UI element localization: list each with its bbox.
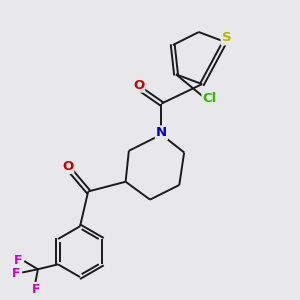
- Text: F: F: [12, 267, 21, 280]
- Text: Cl: Cl: [202, 92, 217, 105]
- Text: F: F: [32, 283, 40, 296]
- Text: O: O: [62, 160, 73, 173]
- Text: O: O: [133, 79, 144, 92]
- Text: S: S: [222, 32, 231, 44]
- Text: N: N: [156, 126, 167, 140]
- Text: F: F: [14, 254, 22, 267]
